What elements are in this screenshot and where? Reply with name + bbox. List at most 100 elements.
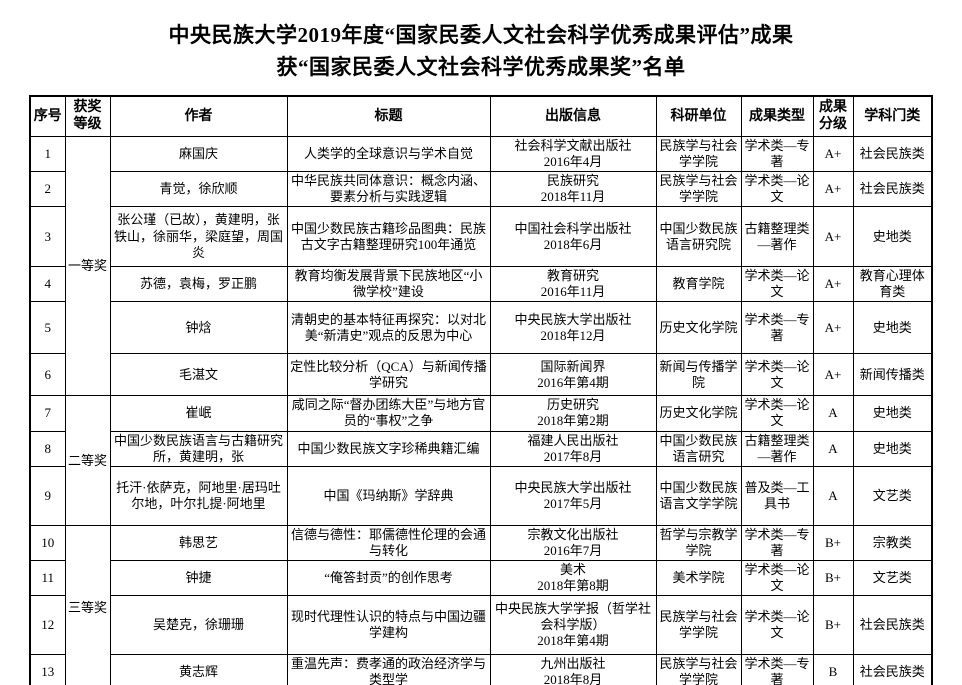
cell-type: 学术类—专著 [740, 654, 814, 685]
cell-title: 咸同之际“督办团练大臣”与地方官员的“事权”之争 [286, 395, 491, 432]
cell-level: A+ [812, 301, 854, 355]
cell-category: 史地类 [852, 301, 933, 355]
cell-author: 韩思艺 [109, 524, 288, 562]
table-row: 6 毛湛文 定性比较分析（QCA）与新闻传播学研究 国际新闻界 2016年第4期 … [29, 353, 933, 397]
cell-author: 中国少数民族语言与古籍研究所，黄建明，张 [109, 430, 288, 467]
cell-title: 重温先声：费孝通的政治经济学与类型学 [286, 654, 491, 685]
publication-name: 民族研究 [546, 172, 599, 188]
cell-title: 中国少数民族文字珍稀典籍汇编 [286, 430, 491, 467]
publication-date: 2016年第4期 [537, 374, 609, 390]
publication-name: 中央民族大学学报（哲学社会科学版） [494, 601, 651, 633]
publication-date: 2016年7月 [543, 542, 603, 558]
cell-unit: 哲学与宗教学学院 [655, 524, 742, 562]
cell-unit: 中国少数民族语言研究 [655, 430, 742, 467]
column-header-publication: 出版信息 [489, 95, 657, 137]
publication-name: 国际新闻界 [540, 358, 606, 374]
cell-category: 文艺类 [852, 560, 933, 597]
column-header-author: 作者 [109, 95, 288, 137]
column-header-type: 成果类型 [740, 95, 814, 137]
cell-title: “俺答封贡”的创作思考 [286, 560, 491, 597]
page-title: 中央民族大学2019年度“国家民委人文社会科学优秀成果评估”成果 获“国家民委人… [0, 20, 962, 83]
cell-title: 人类学的全球意识与学术自觉 [286, 135, 491, 172]
cell-title: 中国《玛纳斯》学辞典 [286, 465, 491, 526]
cell-level: A [812, 465, 854, 526]
publication-date: 2018年8月 [543, 672, 603, 685]
cell-unit: 中国少数民族语言文学学院 [655, 465, 742, 526]
cell-unit: 新闻与传播学院 [655, 353, 742, 397]
cell-author: 苏德，袁梅，罗正鹏 [109, 266, 288, 303]
cell-author: 钟焓 [109, 301, 288, 355]
cell-category: 教育心理体育类 [852, 266, 933, 303]
cell-type: 学术类—论文 [740, 595, 814, 656]
cell-publication: 社会科学文献出版社 2016年4月 [489, 135, 657, 172]
cell-level: A [812, 395, 854, 432]
cell-level: B+ [812, 524, 854, 562]
cell-type: 学术类—专著 [740, 135, 814, 172]
cell-level: A+ [812, 206, 854, 268]
publication-date: 2017年8月 [543, 448, 603, 464]
publication-name: 教育研究 [546, 268, 599, 284]
cell-publication: 中央民族大学出版社 2018年12月 [489, 301, 657, 355]
cell-category: 社会民族类 [852, 170, 933, 208]
cell-level: B+ [812, 560, 854, 597]
cell-level: B [812, 654, 854, 685]
publication-date: 2018年第8期 [537, 578, 609, 594]
cell-type: 普及类—工具书 [740, 465, 814, 526]
cell-publication: 中国社会科学出版社 2018年6月 [489, 206, 657, 268]
table-row: 9 托汗·依萨克，阿地里·居玛吐尔地，叶尔扎提·阿地里 中国《玛纳斯》学辞典 中… [29, 465, 933, 526]
publication-date: 2016年11月 [540, 284, 606, 300]
cell-no: 11 [29, 560, 66, 597]
cell-publication: 历史研究 2018年第2期 [489, 395, 657, 432]
cell-type: 学术类—论文 [740, 395, 814, 432]
table-row: 7 二等奖 崔岷 咸同之际“督办团练大臣”与地方官员的“事权”之争 历史研究 20… [29, 395, 933, 526]
cell-type: 学术类—论文 [740, 266, 814, 303]
cell-grade-second-prize: 二等奖 [64, 395, 111, 526]
page-title-line-1: 中央民族大学2019年度“国家民委人文社会科学优秀成果评估”成果 [168, 23, 794, 47]
cell-publication: 福建人民出版社 2017年8月 [489, 430, 657, 467]
table-row: 12 吴楚克，徐珊珊 现时代理性认识的特点与中国边疆学建构 中央民族大学学报（哲… [29, 595, 933, 656]
cell-author: 麻国庆 [109, 135, 288, 172]
publication-date: 2017年5月 [543, 495, 603, 511]
publication-name: 福建人民出版社 [527, 432, 619, 448]
cell-author: 毛湛文 [109, 353, 288, 397]
cell-author: 崔岷 [109, 395, 288, 432]
header-row: 序号 获奖等级 作者 标题 出版信息 科研单位 成果类型 成果分级 学科门类 [29, 95, 933, 137]
cell-no: 9 [29, 465, 66, 526]
awards-table: 序号 获奖等级 作者 标题 出版信息 科研单位 成果类型 成果分级 学科门类 1… [29, 95, 933, 685]
publication-name: 九州出版社 [540, 656, 606, 672]
cell-publication: 教育研究 2016年11月 [489, 266, 657, 303]
cell-category: 史地类 [852, 206, 933, 268]
publication-date: 2016年4月 [543, 153, 603, 169]
table-row: 4 苏德，袁梅，罗正鹏 教育均衡发展背景下民族地区“小微学校”建设 教育研究 20… [29, 266, 933, 303]
cell-category: 社会民族类 [852, 135, 933, 172]
cell-unit: 历史文化学院 [655, 301, 742, 355]
cell-type: 学术类—论文 [740, 170, 814, 208]
cell-type: 学术类—论文 [740, 353, 814, 397]
cell-unit: 历史文化学院 [655, 395, 742, 432]
publication-name: 中央民族大学出版社 [514, 479, 632, 495]
cell-type: 古籍整理类—著作 [740, 430, 814, 467]
publication-name: 美术 [559, 562, 586, 578]
cell-unit: 民族学与社会学学院 [655, 595, 742, 656]
publication-date: 2018年第4期 [537, 633, 609, 649]
cell-title: 定性比较分析（QCA）与新闻传播学研究 [286, 353, 491, 397]
cell-category: 史地类 [852, 430, 933, 467]
publication-name: 宗教文化出版社 [527, 526, 619, 542]
cell-category: 社会民族类 [852, 654, 933, 685]
cell-no: 13 [29, 654, 66, 685]
cell-unit: 美术学院 [655, 560, 742, 597]
cell-category: 文艺类 [852, 465, 933, 526]
cell-publication: 九州出版社 2018年8月 [489, 654, 657, 685]
page-title-line-2: 获“国家民委人文社会科学优秀成果奖”名单 [276, 54, 686, 79]
table-row: 11 钟捷 “俺答封贡”的创作思考 美术 2018年第8期 美术学院 学术类—论文… [29, 560, 933, 597]
cell-publication: 中央民族大学出版社 2017年5月 [489, 465, 657, 526]
table-row: 3 张公瑾（已故），黄建明，张铁山，徐丽华，梁庭望，周国炎 中国少数民族古籍珍品… [29, 206, 933, 268]
cell-no: 4 [29, 266, 66, 303]
table-row: 8 中国少数民族语言与古籍研究所，黄建明，张 中国少数民族文字珍稀典籍汇编 福建… [29, 430, 933, 467]
cell-title: 清朝史的基本特征再探究：以对北美“新清史”观点的反思为中心 [286, 301, 491, 355]
column-header-category: 学科门类 [852, 95, 933, 137]
publication-date: 2018年第2期 [537, 413, 609, 429]
column-header-unit: 科研单位 [655, 95, 742, 137]
cell-no: 3 [29, 206, 66, 268]
